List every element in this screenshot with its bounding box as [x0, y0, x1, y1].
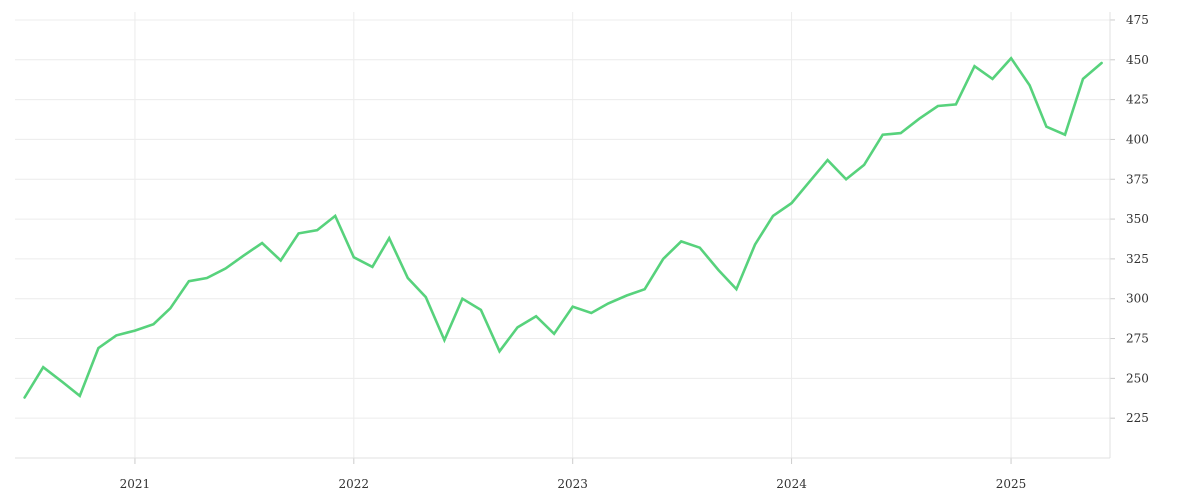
- x-tick-label: 2023: [557, 477, 588, 491]
- y-tick-label: 325: [1126, 252, 1149, 266]
- y-tick-label: 450: [1126, 53, 1149, 67]
- y-tick-label: 225: [1126, 411, 1149, 425]
- y-tick-label: 400: [1126, 132, 1149, 146]
- y-tick-label: 275: [1126, 332, 1149, 346]
- grid: [15, 12, 1110, 458]
- y-tick-label: 250: [1126, 371, 1149, 385]
- y-tick-label: 375: [1126, 172, 1149, 186]
- series-line: [23, 56, 1103, 399]
- x-tick-label: 2021: [120, 477, 151, 491]
- x-tick-label: 2025: [996, 477, 1027, 491]
- x-tick-label: 2022: [339, 477, 370, 491]
- y-tick-label: 425: [1126, 93, 1149, 107]
- x-tick-label: 2024: [776, 477, 807, 491]
- axes: 225 250 275 300 325 350 375 400 425 450 475 2021 202…: [15, 12, 1149, 491]
- y-tick-label: 350: [1126, 212, 1149, 226]
- y-tick-label: 300: [1126, 292, 1149, 306]
- series: [23, 56, 1103, 399]
- y-tick-label: 475: [1126, 13, 1149, 27]
